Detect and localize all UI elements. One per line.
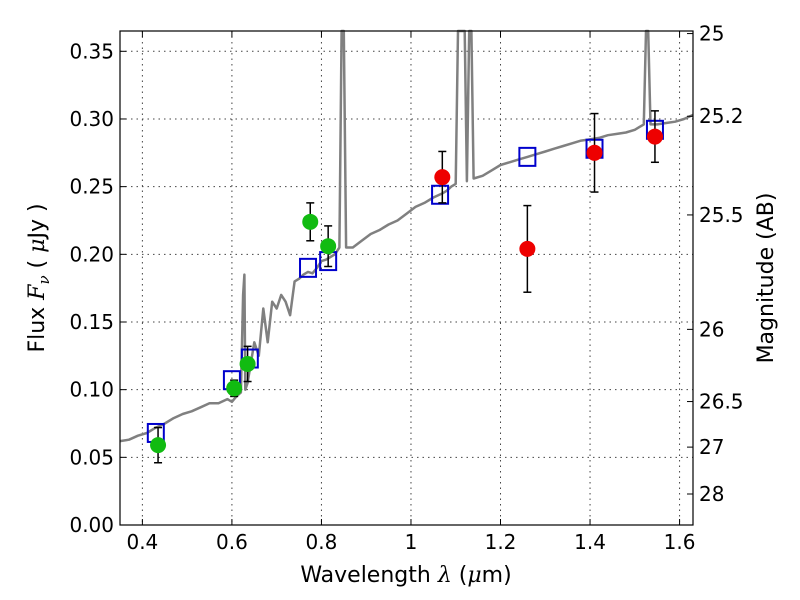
y-tick-label: 0.30 [69, 107, 114, 131]
green-data-point [226, 380, 243, 397]
y-tick-label: 0.35 [69, 39, 114, 63]
model-flux-box [299, 257, 318, 278]
y-tick-label: 0.00 [69, 513, 114, 537]
x-tick-label: 0.4 [126, 530, 158, 554]
y2-tick-label: 25.5 [699, 203, 744, 227]
model-photometry-layer [146, 119, 664, 443]
red-data-point [646, 128, 663, 145]
y2-tick-label: 26.5 [699, 390, 744, 414]
x-axis-label: Wavelength λ (μm) [300, 563, 511, 588]
x-tick-label: 0.8 [306, 530, 338, 554]
grid-lines [120, 31, 693, 526]
y-tick-label: 0.10 [69, 378, 114, 402]
template-spectrum-line [119, 29, 694, 443]
axis-ticks: 0.4 0.6 0.8 1 1.2 1.4 1.6 0.00 0.05 0.10 0.15 0.20 0… [69, 22, 743, 554]
x-tick-label: 1.2 [485, 530, 517, 554]
x-tick-label: 1 [405, 530, 418, 554]
model-flux-box [518, 146, 537, 167]
x-tick-label: 0.6 [216, 530, 248, 554]
x-tick-label: 1.4 [574, 530, 606, 554]
y-axis-label: Flux Fν ( μJy ) [25, 203, 53, 352]
observed-points-layer [150, 128, 663, 454]
green-data-point [150, 437, 167, 454]
red-data-point [586, 144, 603, 161]
green-data-point [302, 213, 319, 230]
y2-tick-label: 28 [699, 482, 724, 506]
template-spectrum-layer [119, 29, 694, 443]
x-tick-label: 1.6 [664, 530, 696, 554]
y-tick-label: 0.05 [69, 445, 114, 469]
red-data-point [519, 240, 536, 257]
green-data-point [320, 238, 337, 255]
y2-tick-label: 25.2 [699, 104, 744, 128]
red-data-point [434, 169, 451, 186]
y-tick-label: 0.20 [69, 242, 114, 266]
y2-tick-label: 27 [699, 435, 724, 459]
y-tick-label: 0.15 [69, 310, 114, 334]
y2-axis-label: Magnitude (AB) [754, 193, 779, 364]
y-tick-label: 0.25 [69, 175, 114, 199]
model-flux-box [431, 184, 450, 205]
green-data-point [239, 355, 256, 372]
error-bars-layer [154, 110, 659, 464]
y2-tick-label: 26 [699, 317, 724, 341]
plot-frame [119, 30, 694, 526]
y2-tick-label: 25 [699, 22, 724, 46]
